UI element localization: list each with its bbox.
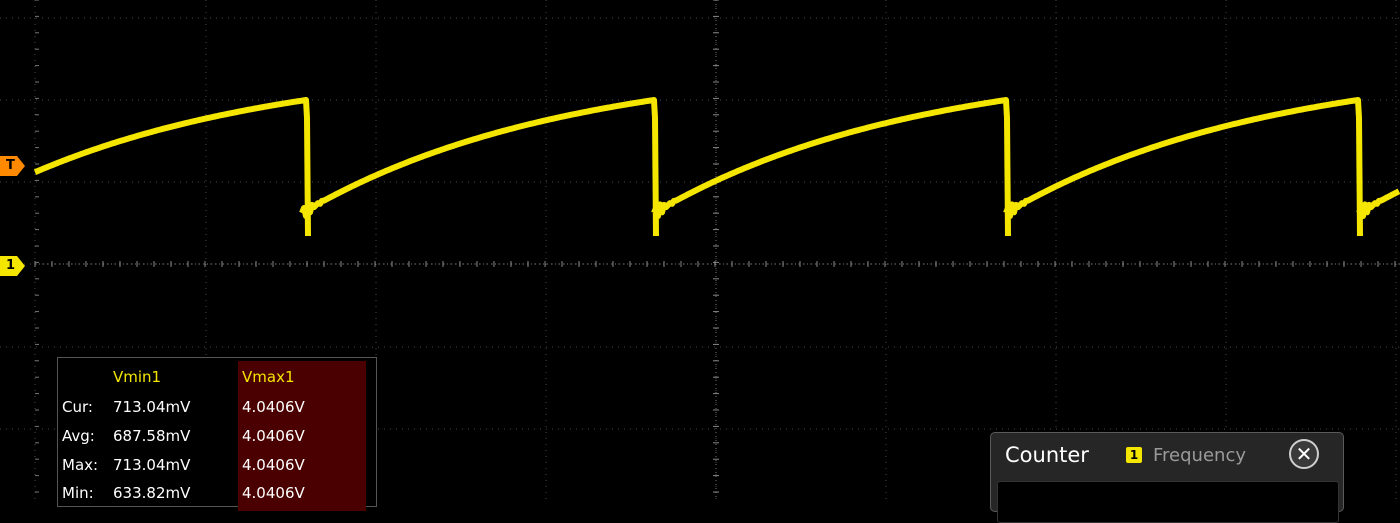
vmax1-value: 4.0406V bbox=[242, 398, 305, 416]
measurement-header-vmin1[interactable]: Vmin1 bbox=[113, 368, 162, 386]
vmin1-value: 713.04mV bbox=[113, 456, 191, 474]
trigger-level-marker[interactable]: T bbox=[0, 156, 25, 176]
channel-1-offset-marker[interactable]: 1 bbox=[0, 256, 26, 276]
counter-title: Counter bbox=[1005, 443, 1089, 467]
vmax1-value: 4.0406V bbox=[242, 427, 305, 445]
graticule bbox=[0, 0, 1400, 500]
row-label: Min: bbox=[62, 484, 94, 502]
vmin1-value: 713.04mV bbox=[113, 398, 191, 416]
trigger-marker-pointer bbox=[16, 156, 25, 176]
measurement-header-vmax1[interactable]: Vmax1 bbox=[242, 368, 295, 386]
channel-1-trace bbox=[33, 97, 1400, 237]
trigger-marker-label: T bbox=[0, 156, 17, 176]
row-label: Max: bbox=[62, 456, 99, 474]
counter-mode[interactable]: Frequency bbox=[1153, 445, 1246, 466]
channel-1-marker-pointer bbox=[17, 256, 26, 276]
vmax1-value: 4.0406V bbox=[242, 456, 305, 474]
vmin1-value: 687.58mV bbox=[113, 427, 191, 445]
vmax1-value: 4.0406V bbox=[242, 484, 305, 502]
selected-column-highlight bbox=[238, 361, 366, 511]
channel-badge[interactable]: 1 bbox=[1126, 447, 1142, 463]
channel-1-marker-label: 1 bbox=[0, 256, 18, 276]
waveform-display bbox=[0, 0, 1400, 500]
counter-readout-area bbox=[997, 481, 1339, 523]
measurement-panel[interactable]: Vmin1 Vmax1 Cur: 713.04mV 4.0406V Avg: 6… bbox=[57, 357, 377, 511]
vmin1-value: 633.82mV bbox=[113, 484, 191, 502]
counter-panel[interactable]: Counter 1 Frequency ✕ bbox=[990, 432, 1344, 523]
row-label: Cur: bbox=[62, 398, 93, 416]
row-label: Avg: bbox=[62, 427, 95, 445]
close-icon[interactable]: ✕ bbox=[1289, 439, 1319, 469]
